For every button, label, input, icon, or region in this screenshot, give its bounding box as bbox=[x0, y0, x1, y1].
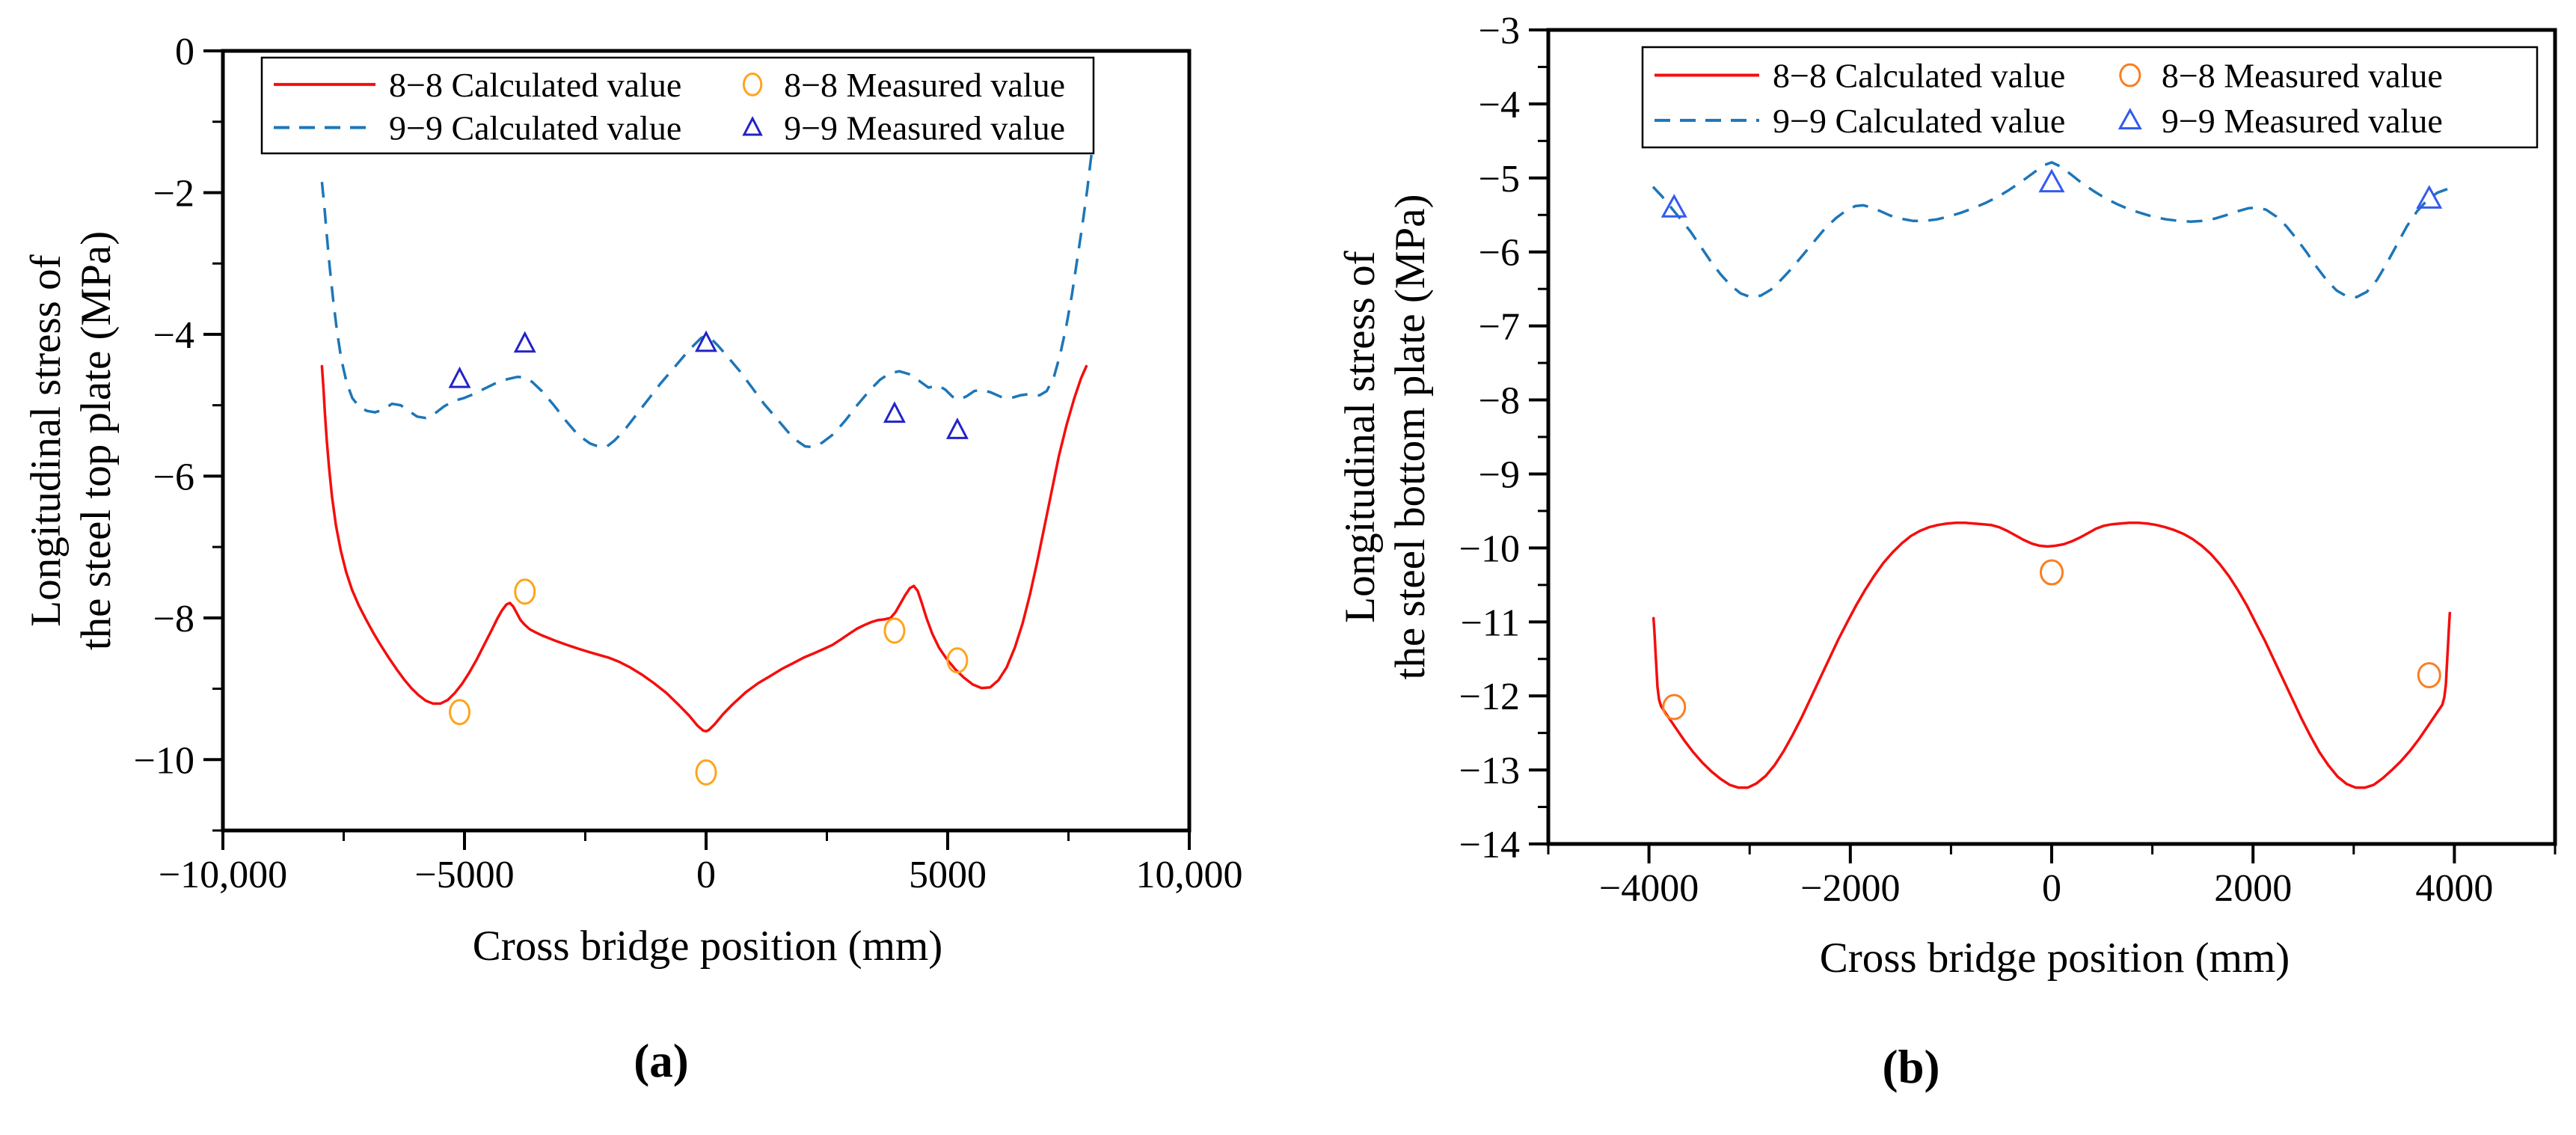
panel-b-caption: (b) bbox=[1882, 1041, 1940, 1093]
circle-marker bbox=[514, 578, 536, 605]
x-tick-label: −4000 bbox=[1599, 867, 1699, 910]
legend-label: 8−8 Calculated value bbox=[1773, 57, 2065, 95]
y-tick-label: −3 bbox=[1479, 10, 1520, 52]
circle-marker bbox=[695, 759, 717, 786]
panel-b-x-axis-title: Cross bridge position (mm) bbox=[1819, 934, 2290, 982]
panel-a-caption: (a) bbox=[634, 1035, 689, 1087]
series-line-8−8-calculated-value bbox=[320, 364, 1088, 733]
legend-label: 8−8 Measured value bbox=[2162, 57, 2443, 95]
legend-sample-circle bbox=[2119, 63, 2141, 88]
y-tick-label: −6 bbox=[153, 456, 194, 498]
y-tick-label: −14 bbox=[1459, 824, 1520, 866]
axes-b: −4000 −2000 0 2000 4000 −3 −4 −5 −6 −7 −8 −9 −10 −11 −… bbox=[1459, 10, 2557, 910]
series-group-a bbox=[320, 146, 1094, 733]
y-tick-label: −9 bbox=[1479, 453, 1520, 496]
y-tick-label: −13 bbox=[1459, 750, 1520, 792]
series-markers-8−8-measured-value bbox=[449, 578, 969, 786]
panel-b-y-axis-title: Longitudinal stress of the steel bottom … bbox=[1335, 0, 1435, 886]
panel-a-x-axis-title: Cross bridge position (mm) bbox=[472, 923, 943, 970]
panel-a-y-axis-title-line2: the steel top plate (MPa) bbox=[73, 230, 120, 651]
series-line-8−8-calculated-value bbox=[1652, 521, 2452, 789]
x-tick-label: 0 bbox=[2042, 867, 2061, 910]
panel-b: −4000 −2000 0 2000 4000 −3 −4 −5 −6 −7 −8 −9 −10 −11 −… bbox=[1288, 0, 2576, 1135]
x-tick-label: 0 bbox=[696, 854, 716, 896]
x-tick-label: 2000 bbox=[2214, 867, 2292, 910]
x-tick-label: 4000 bbox=[2415, 867, 2493, 910]
legend-box bbox=[260, 56, 1095, 155]
legend-sample-triangle bbox=[2117, 108, 2142, 130]
plot-frame-a bbox=[221, 49, 1192, 833]
legend-sample-circle bbox=[742, 72, 763, 97]
panel-a-y-axis-title-line1: Longitudinal stress of bbox=[22, 254, 70, 627]
y-tick-label: −12 bbox=[1459, 676, 1520, 718]
legend-b: 8−8 Calculated value 9−9 Calculated value… bbox=[1641, 46, 2539, 149]
circle-marker bbox=[449, 699, 471, 726]
y-tick-label: −6 bbox=[1479, 232, 1520, 275]
panel-b-chart: −4000 −2000 0 2000 4000 −3 −4 −5 −6 −7 −8 −9 −10 −11 −… bbox=[1459, 10, 2557, 910]
triangle-marker bbox=[513, 331, 536, 353]
triangle-marker bbox=[1660, 194, 1687, 218]
x-tick-label: −2000 bbox=[1800, 867, 1900, 910]
series-line-9−9-calculated-value bbox=[320, 146, 1094, 449]
panel-b-y-axis-title-line1: Longitudinal stress of bbox=[1337, 251, 1384, 623]
legend-label: 9−9 Calculated value bbox=[389, 108, 681, 147]
panel-a-chart: −10,000 −5000 0 5000 10,000 0 −2 −4 −6 −8 −10 8−8 C… bbox=[134, 31, 1243, 896]
legend-label: 8−8 Calculated value bbox=[389, 66, 681, 104]
panel-a: −10,000 −5000 0 5000 10,000 0 −2 −4 −6 −8 −10 8−8 C… bbox=[134, 31, 1243, 896]
axes-a: −10,000 −5000 0 5000 10,000 0 −2 −4 −6 −8 −10 bbox=[134, 31, 1243, 896]
panel-a-y-axis-title: Longitudinal stress of the steel top pla… bbox=[21, 0, 121, 890]
y-tick-label: −10 bbox=[134, 739, 194, 782]
triangle-marker bbox=[2038, 168, 2065, 193]
legend-a: 8−8 Calculated value 9−9 Calculated value… bbox=[260, 56, 1095, 155]
y-tick-label: 0 bbox=[175, 31, 194, 73]
circle-marker bbox=[883, 617, 906, 644]
legend-box bbox=[1641, 46, 2539, 149]
y-tick-label: −2 bbox=[153, 172, 194, 215]
panel-b-y-axis-title-line2: the steel bottom plate (MPa) bbox=[1387, 194, 1434, 680]
y-tick-label: −4 bbox=[1479, 84, 1520, 126]
triangle-marker bbox=[448, 366, 471, 388]
series-markers-9−9-measured-value bbox=[448, 330, 969, 439]
series-markers-9−9-measured-value bbox=[1660, 168, 2443, 218]
legend-label: 9−9 Measured value bbox=[784, 108, 1065, 147]
series-markers-8−8-measured-value bbox=[1662, 559, 2441, 721]
y-tick-label: −8 bbox=[1479, 380, 1520, 423]
y-tick-label: −10 bbox=[1459, 527, 1520, 570]
legend-label: 8−8 Measured value bbox=[784, 66, 1065, 104]
legend-label: 9−9 Calculated value bbox=[1773, 102, 2065, 140]
x-tick-label: 5000 bbox=[909, 854, 987, 896]
x-tick-label: −10,000 bbox=[159, 854, 287, 896]
circle-marker bbox=[1662, 694, 1687, 721]
x-tick-label: 10,000 bbox=[1136, 854, 1243, 896]
triangle-marker bbox=[945, 417, 969, 439]
series-group-b bbox=[1652, 161, 2452, 789]
triangle-marker bbox=[2416, 185, 2443, 209]
y-tick-label: −4 bbox=[153, 314, 194, 357]
y-tick-label: −7 bbox=[1479, 306, 1520, 349]
y-tick-label: −8 bbox=[153, 598, 194, 640]
y-tick-label: −5 bbox=[1479, 158, 1520, 201]
circle-marker bbox=[2040, 559, 2064, 586]
circle-marker bbox=[2417, 661, 2441, 688]
legend-sample-triangle bbox=[742, 116, 763, 136]
y-tick-label: −11 bbox=[1461, 602, 1520, 644]
series-line-9−9-calculated-value bbox=[1652, 161, 2448, 299]
legend-label: 9−9 Measured value bbox=[2162, 102, 2443, 140]
plot-frame-b bbox=[1546, 28, 2557, 846]
x-tick-label: −5000 bbox=[414, 854, 514, 896]
circle-marker bbox=[946, 647, 969, 674]
triangle-marker bbox=[695, 330, 717, 352]
triangle-marker bbox=[883, 401, 906, 423]
